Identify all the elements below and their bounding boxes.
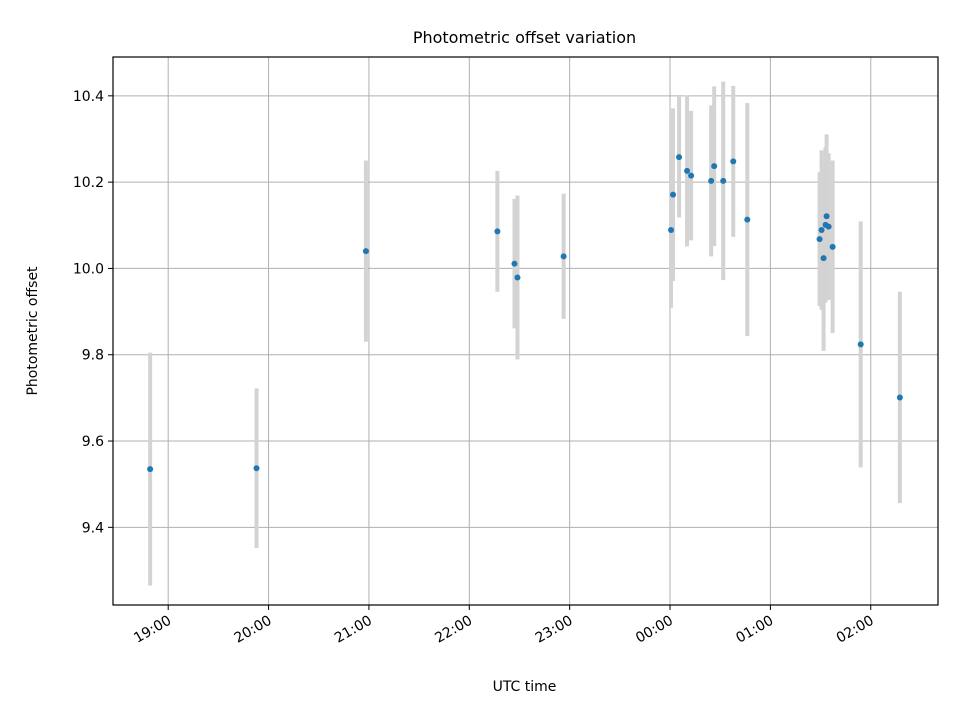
y-axis-label: Photometric offset xyxy=(25,266,41,396)
data-point xyxy=(818,227,825,234)
data-point xyxy=(730,158,737,165)
y-tick-label: 9.6 xyxy=(82,434,104,450)
data-point xyxy=(708,177,715,184)
data-point xyxy=(684,167,691,174)
data-point xyxy=(670,191,677,198)
data-point xyxy=(514,274,521,281)
data-point xyxy=(820,255,827,262)
data-point xyxy=(825,223,832,230)
data-point xyxy=(362,248,369,255)
y-tick-label: 10.0 xyxy=(73,261,104,277)
data-point xyxy=(511,260,518,267)
x-tick-label: 23:00 xyxy=(533,613,576,647)
data-point xyxy=(823,213,830,220)
data-point xyxy=(688,172,695,179)
data-point xyxy=(494,228,501,235)
x-axis-label: UTC time xyxy=(493,679,557,695)
data-point xyxy=(744,216,751,223)
x-tick-label: 20:00 xyxy=(232,613,275,647)
x-tick-label: 02:00 xyxy=(834,613,877,647)
data-point xyxy=(711,163,718,170)
y-tick-label: 10.2 xyxy=(73,175,104,191)
chart-title: Photometric offset variation xyxy=(413,28,636,47)
data-point xyxy=(720,177,727,184)
data-point xyxy=(560,253,567,260)
x-tick-label: 21:00 xyxy=(332,613,375,647)
x-tick-label: 19:00 xyxy=(131,613,174,647)
x-tick-label: 01:00 xyxy=(733,613,776,647)
x-tick-label: 22:00 xyxy=(432,613,475,647)
y-tick-label: 9.4 xyxy=(82,520,104,536)
plot-frame xyxy=(112,56,939,606)
data-point xyxy=(896,394,903,401)
y-tick-label: 10.4 xyxy=(73,89,104,105)
data-point xyxy=(253,465,260,472)
grid-layer xyxy=(113,57,938,605)
x-tick-label: 00:00 xyxy=(633,613,676,647)
data-point xyxy=(676,154,683,161)
data-point xyxy=(147,466,154,473)
y-tick-label: 9.8 xyxy=(82,348,104,364)
data-point xyxy=(857,341,864,348)
data-point xyxy=(829,243,836,250)
point-layer xyxy=(147,154,903,473)
tick-layer: 19:00 20:00 21:00 22:00 23:00 00:00 01:00 02:00… xyxy=(73,89,877,647)
errorbar-layer xyxy=(148,81,902,586)
data-point xyxy=(668,227,675,234)
data-point xyxy=(816,236,823,243)
